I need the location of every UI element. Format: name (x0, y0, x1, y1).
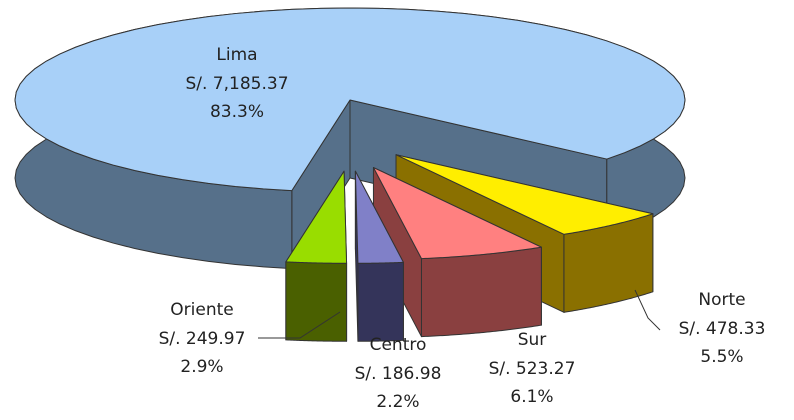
leader-line (258, 311, 341, 339)
slice-rim (285, 261, 348, 342)
slice-value: S/. 478.33 (679, 319, 766, 339)
slice-rim (420, 246, 542, 338)
slice-name: Sur (518, 330, 547, 350)
slice (14, 7, 686, 192)
slice-name: Centro (370, 335, 427, 355)
slices (14, 7, 686, 342)
slice-share: 83.3% (210, 102, 264, 122)
slice-share: 5.5% (700, 347, 743, 367)
slice (285, 170, 348, 264)
slice-value: S/. 7,185.37 (185, 74, 288, 94)
slice-name: Norte (698, 290, 745, 310)
slice-rim (357, 261, 404, 342)
slice (372, 167, 542, 260)
slice (395, 154, 654, 235)
slice-value: S/. 523.27 (489, 359, 576, 379)
slice (354, 170, 404, 264)
slice-share: 2.2% (376, 392, 419, 412)
slice-share: 6.1% (510, 387, 553, 407)
slice-value: S/. 186.98 (355, 364, 442, 384)
slice-name: Lima (216, 45, 257, 65)
labels: Lima S/. 7,185.37 83.3% Norte S/. 478.33 5.5%… (159, 45, 766, 412)
slice-share: 2.9% (180, 357, 223, 377)
leader-line (634, 289, 661, 331)
slice-name: Oriente (170, 300, 233, 320)
slice-value: S/. 249.97 (159, 329, 246, 349)
